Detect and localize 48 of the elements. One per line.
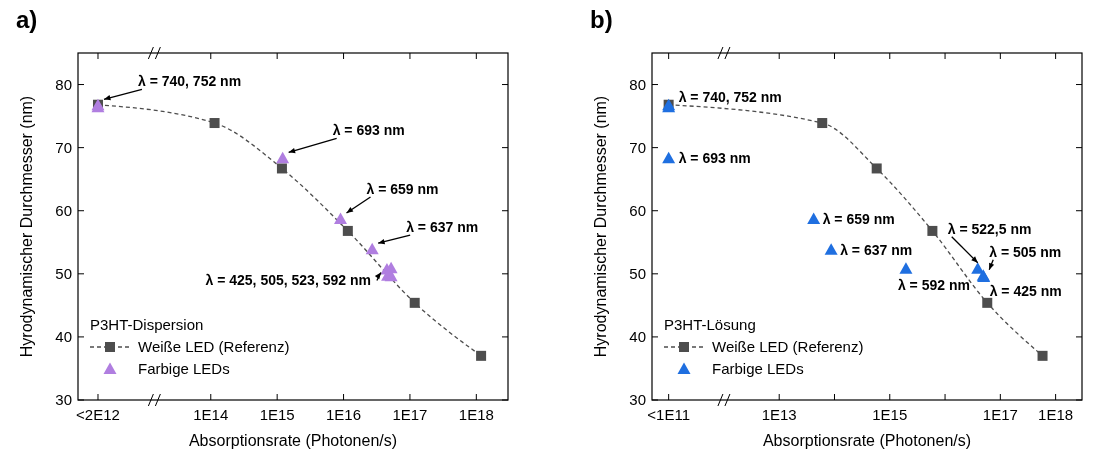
x-tick-label: <2E12 [76,406,120,423]
legend-label: Weiße LED (Referenz) [712,338,864,355]
annotation: λ = 592 nm [897,276,970,293]
y-tick-label: 70 [55,138,72,156]
annotation: λ = 659 nm [822,210,895,227]
x-tick-label: 1E15 [872,406,908,423]
x-tick-label: 1E18 [458,406,494,423]
y-tick-label: 30 [629,391,646,409]
annotation: λ = 740, 752 nm [137,73,242,90]
x-tick-label: 1E15 [259,406,295,423]
x-axis-title: Absorptionsrate (Photonen/s) [762,432,972,449]
annotation: λ = 659 nm [366,180,439,197]
annotation: λ = 425 nm [989,282,1062,299]
y-axis-title: Hyrodynamischer Durchmesser (nm) [18,95,35,358]
legend-title: P3HT-Dispersion [90,316,204,333]
x-tick-label: <1E11 [647,406,690,423]
y-tick-label: 40 [629,328,646,346]
annotation: λ = 637 nm [406,219,479,236]
legend-label: Farbige LEDs [712,360,804,377]
annotation: λ = 740, 752 nm [678,89,782,106]
x-tick-label: 1E17 [982,406,1018,423]
y-tick-label: 50 [55,265,72,283]
y-axis-title: Hyrodynamischer Durchmesser (nm) [592,95,609,358]
y-tick-label: 60 [55,201,72,219]
annotation: λ = 637 nm [840,241,913,258]
y-tick-label: 80 [629,75,646,93]
chart-title: b) [590,6,613,33]
x-axis-title: Absorptionsrate (Photonen/s) [188,432,398,449]
y-tick-label: 30 [55,391,72,409]
annotation: λ = 522,5 nm [947,220,1032,237]
y-tick-label: 60 [629,201,646,219]
chart-title: a) [16,6,38,33]
x-tick-label: 1E17 [392,406,428,423]
y-tick-label: 70 [629,138,646,156]
annotation: λ = 425, 505, 523, 592 nm [205,272,371,289]
x-tick-label: 1E14 [193,406,229,423]
annotation: λ = 505 nm [989,243,1062,260]
x-tick-label: 1E16 [326,406,362,423]
x-tick-label: 1E13 [761,406,797,423]
legend-label: Farbige LEDs [138,360,230,377]
y-tick-label: 80 [55,75,72,93]
x-tick-label: 1E18 [1038,406,1074,423]
y-tick-label: 50 [629,265,646,283]
legend-label: Weiße LED (Referenz) [138,338,290,355]
annotation: λ = 693 nm [678,150,751,167]
annotation: λ = 693 nm [332,122,405,139]
legend-title: P3HT-Lösung [664,316,756,333]
y-tick-label: 40 [55,328,72,346]
